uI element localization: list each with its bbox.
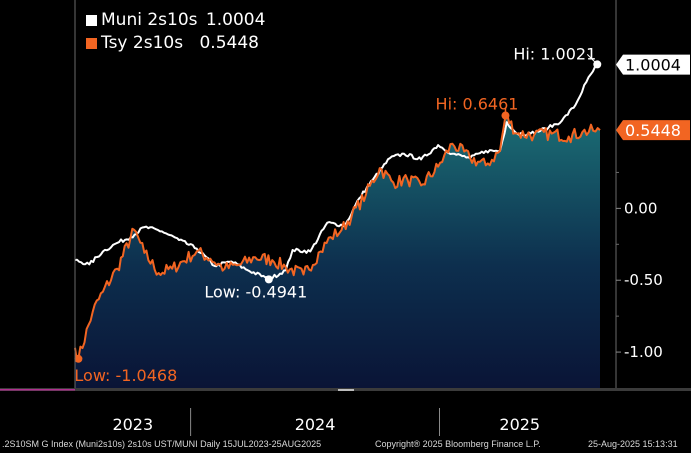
- legend-label-muni: Muni 2s10s: [101, 10, 198, 30]
- legend-value-muni: 1.0004: [205, 10, 266, 30]
- x-axis-accent-left: [0, 389, 75, 391]
- series-lines: [74, 62, 601, 361]
- x-axis-scroll-thumb: [338, 389, 354, 391]
- legend-swatch-tsy: [86, 37, 97, 49]
- footer-timestamp: 25-Aug-2025 15:13:31: [588, 439, 678, 449]
- x-tick-label: 2025: [499, 415, 540, 434]
- legend-item-muni[interactable]: Muni 2s10s 1.0004: [86, 9, 265, 31]
- annotation-label: Hi: 1.0021: [513, 44, 596, 63]
- x-tick-label: 2023: [112, 415, 153, 434]
- legend: Muni 2s10s 1.0004 Tsy 2s10s 0.5448: [80, 6, 265, 56]
- annotation-label: Low: -1.0468: [74, 366, 177, 385]
- legend-label-tsy: Tsy 2s10s: [101, 33, 184, 53]
- extreme-markers: Hi: 1.0021 Hi: 0.6461 Low: -0.4941 Low: -1.…: [74, 44, 602, 385]
- y-tick-label: -0.50: [624, 271, 663, 289]
- last-value-tag: [616, 54, 690, 75]
- annotation-marker: [74, 354, 83, 363]
- annotation-label: Low: -0.4941: [204, 282, 307, 301]
- footer-security-info: .2S10SM G Index (Muni2s10s) 2s10s UST/MU…: [2, 439, 322, 449]
- tsy-area: [75, 115, 600, 388]
- y-tick-label: 0.00: [624, 199, 657, 217]
- last-value-label: 1.0004: [625, 56, 681, 75]
- last-value-label: 0.5448: [625, 121, 681, 140]
- x-tick-label: 2024: [295, 415, 336, 434]
- legend-swatch-muni: [86, 14, 97, 26]
- tsy-area-fill: [75, 115, 600, 388]
- y-tick-label: -1.00: [624, 343, 663, 361]
- annotation-leader: [586, 54, 598, 65]
- tsy-series-line: [74, 114, 601, 361]
- annotation-marker: [264, 275, 273, 284]
- footer-copyright: Copyright® 2025 Bloomberg Finance L.P.: [375, 439, 541, 449]
- legend-value-tsy: 0.5448: [199, 33, 259, 53]
- footer-bar: .2S10SM G Index (Muni2s10s) 2s10s UST/MU…: [0, 436, 691, 453]
- last-value-tag: [616, 120, 690, 141]
- legend-item-tsy[interactable]: Tsy 2s10s 0.5448: [86, 32, 259, 54]
- annotation-label: Hi: 0.6461: [436, 95, 519, 114]
- axes: 0.00 -0.50 -1.00 2023 2024 2025 1.0004 0.5448: [0, 0, 691, 436]
